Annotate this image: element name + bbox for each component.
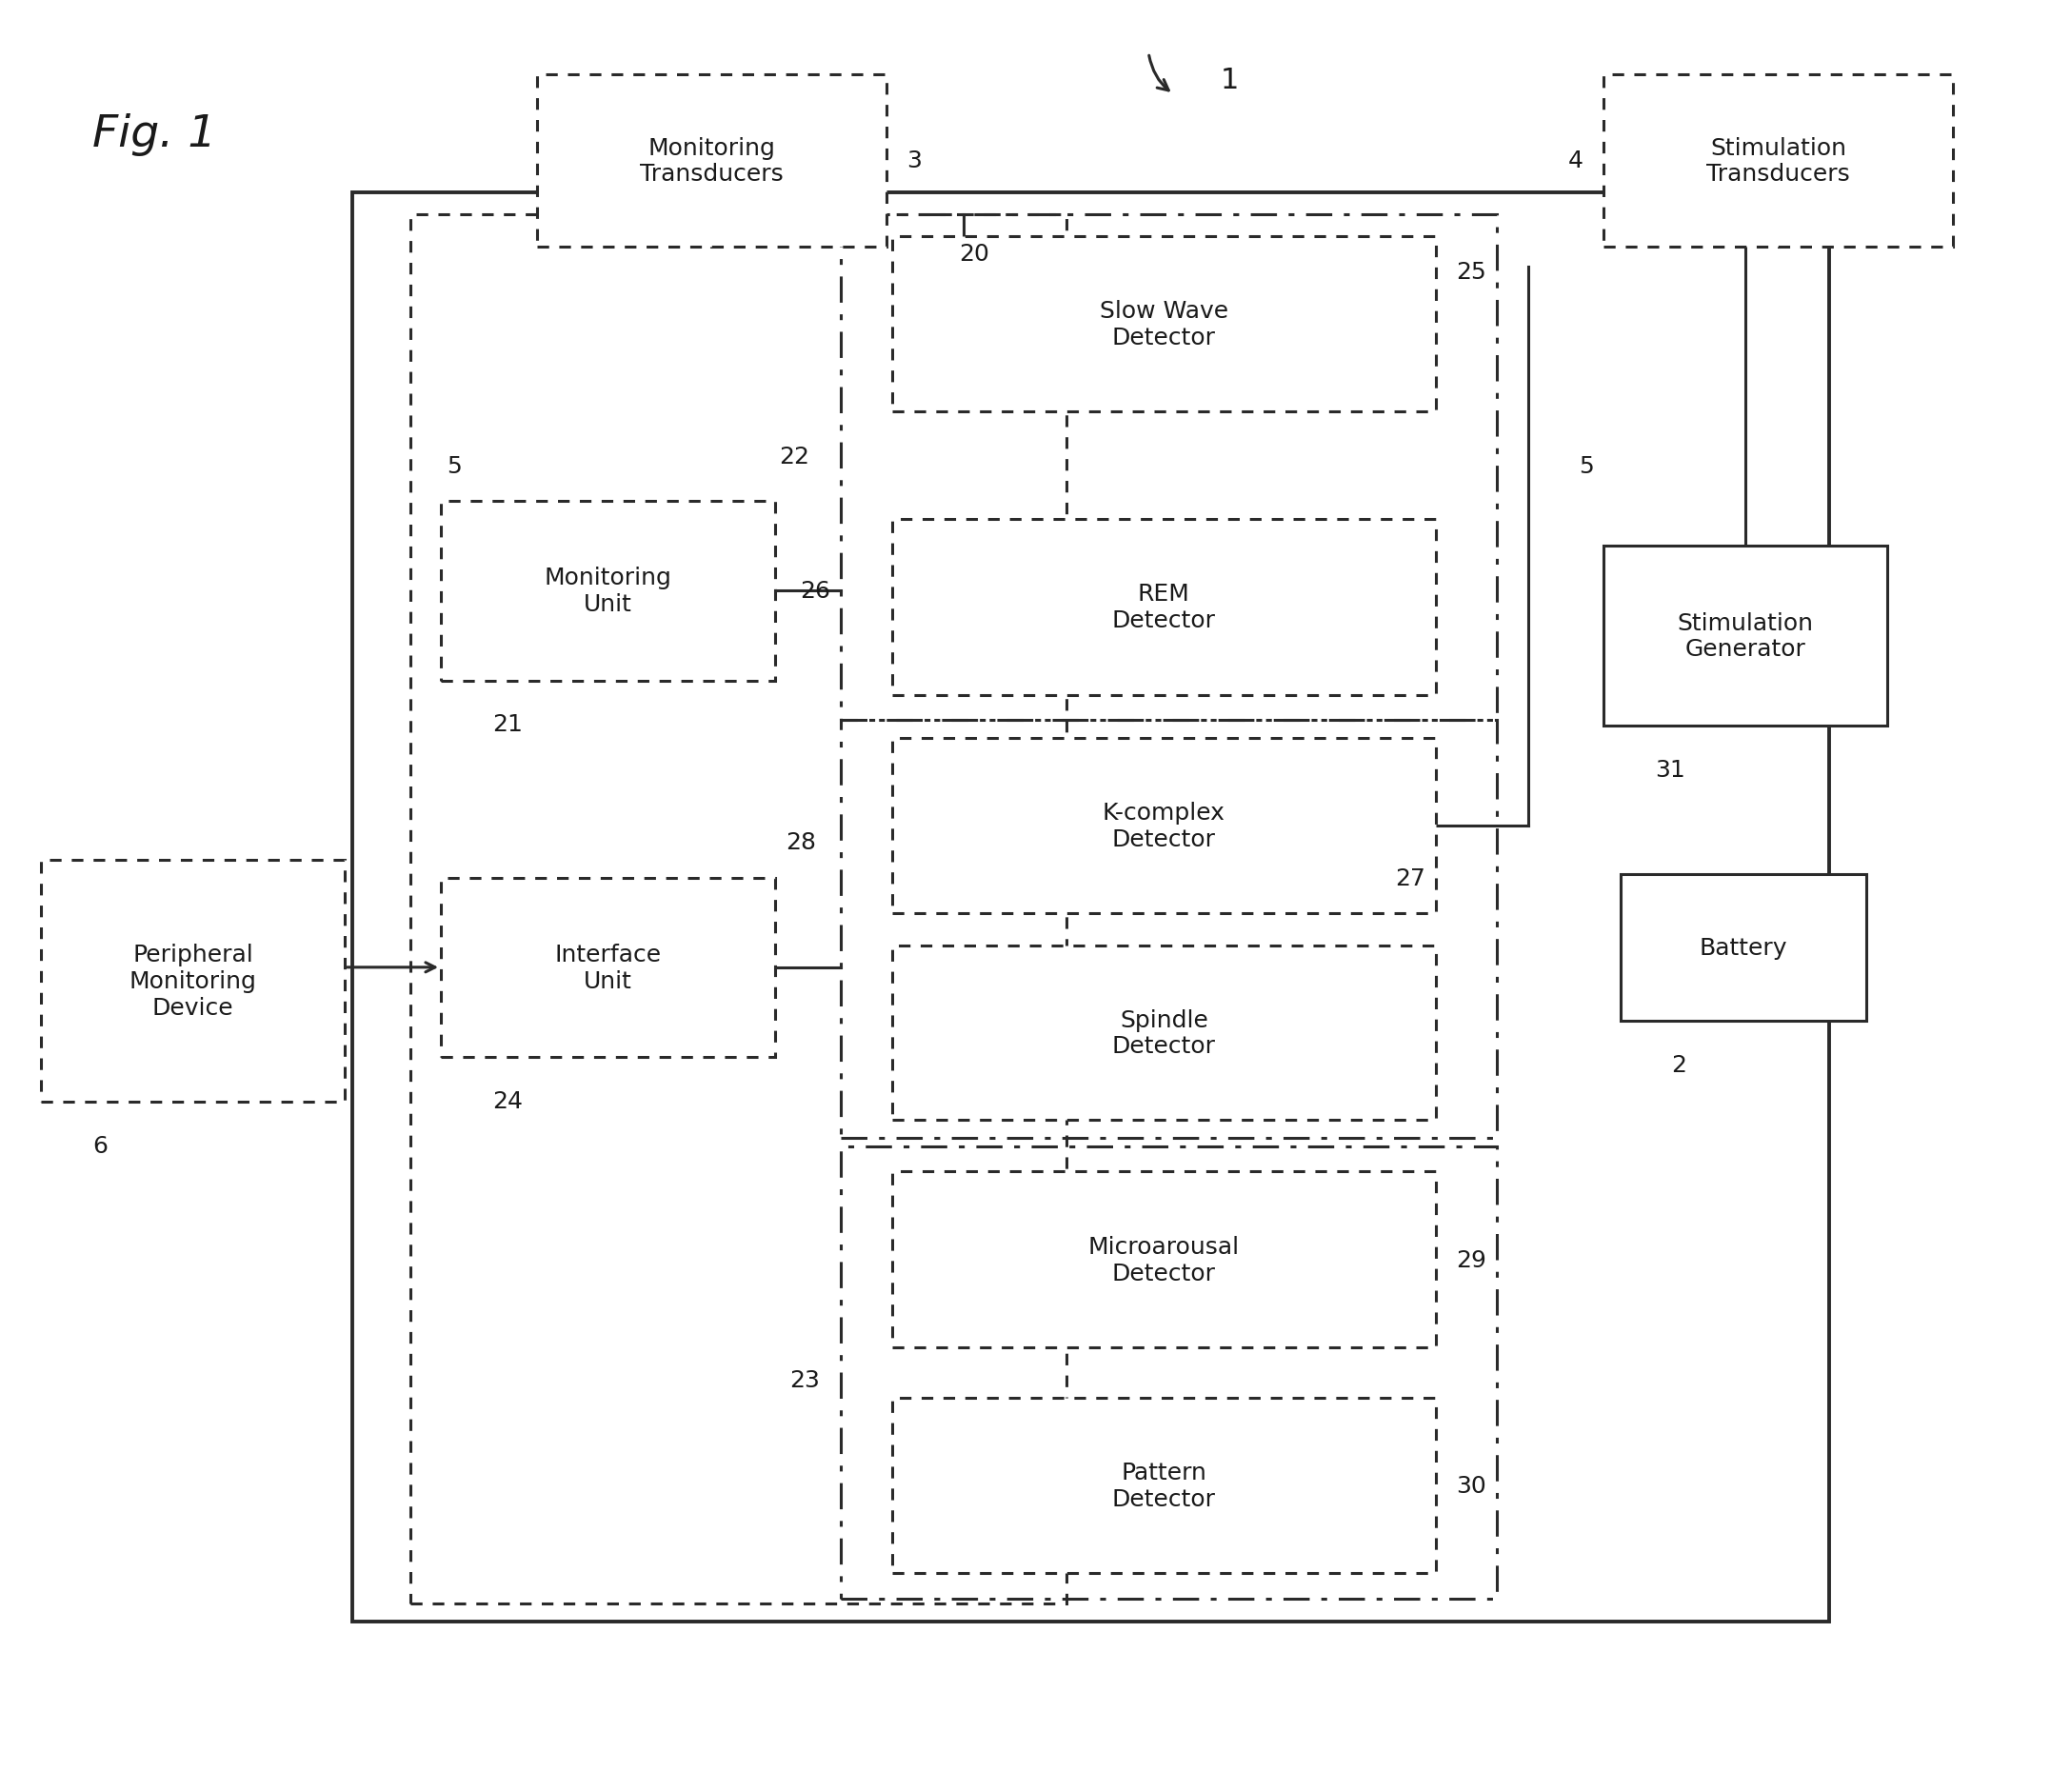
Text: 30: 30 <box>1456 1475 1487 1496</box>
Text: 28: 28 <box>786 831 816 853</box>
Bar <box>892 1398 1436 1573</box>
Text: 27: 27 <box>1395 867 1425 889</box>
Text: Battery: Battery <box>1700 937 1786 959</box>
Text: Slow Wave
Detector: Slow Wave Detector <box>1099 299 1229 349</box>
Text: Microarousal
Detector: Microarousal Detector <box>1089 1235 1239 1285</box>
Text: Spindle
Detector: Spindle Detector <box>1112 1009 1216 1057</box>
Bar <box>537 75 886 247</box>
Bar <box>892 520 1436 695</box>
Text: 1: 1 <box>1220 66 1239 95</box>
Bar <box>892 946 1436 1120</box>
Bar <box>841 720 1497 1138</box>
Bar <box>841 215 1497 720</box>
Text: 4: 4 <box>1569 151 1583 172</box>
Text: 24: 24 <box>492 1090 523 1113</box>
Bar <box>1604 547 1887 726</box>
Text: Stimulation
Transducers: Stimulation Transducers <box>1706 136 1850 186</box>
Text: Interface
Unit: Interface Unit <box>554 943 662 993</box>
Text: 23: 23 <box>790 1369 820 1391</box>
Text: 5: 5 <box>447 455 461 477</box>
Bar <box>892 1172 1436 1348</box>
Bar <box>1604 75 1953 247</box>
Text: 3: 3 <box>907 151 921 172</box>
Text: 29: 29 <box>1456 1249 1487 1271</box>
Text: 26: 26 <box>800 581 831 602</box>
Text: 21: 21 <box>492 713 523 737</box>
Text: 31: 31 <box>1655 758 1686 781</box>
Text: 6: 6 <box>92 1134 107 1158</box>
Text: K-complex
Detector: K-complex Detector <box>1103 801 1224 851</box>
Text: Pattern
Detector: Pattern Detector <box>1112 1460 1216 1511</box>
Text: 25: 25 <box>1456 262 1487 283</box>
Bar <box>353 194 1829 1622</box>
Text: Monitoring
Unit: Monitoring Unit <box>544 566 673 616</box>
Text: Fig. 1: Fig. 1 <box>92 113 217 156</box>
Bar <box>841 1147 1497 1598</box>
Text: Peripheral
Monitoring
Device: Peripheral Monitoring Device <box>129 943 256 1020</box>
Text: Stimulation
Generator: Stimulation Generator <box>1678 611 1813 661</box>
Text: REM
Detector: REM Detector <box>1112 582 1216 633</box>
Bar <box>892 738 1436 914</box>
Text: 20: 20 <box>960 244 989 265</box>
Bar <box>892 237 1436 412</box>
Bar <box>441 878 775 1057</box>
Text: 5: 5 <box>1579 455 1594 477</box>
Bar <box>41 860 345 1102</box>
Bar <box>441 502 775 681</box>
Text: 22: 22 <box>779 446 810 468</box>
Text: 2: 2 <box>1672 1054 1686 1077</box>
Bar <box>410 215 1067 1604</box>
Bar <box>1620 874 1866 1021</box>
Text: Monitoring
Transducers: Monitoring Transducers <box>640 136 783 186</box>
